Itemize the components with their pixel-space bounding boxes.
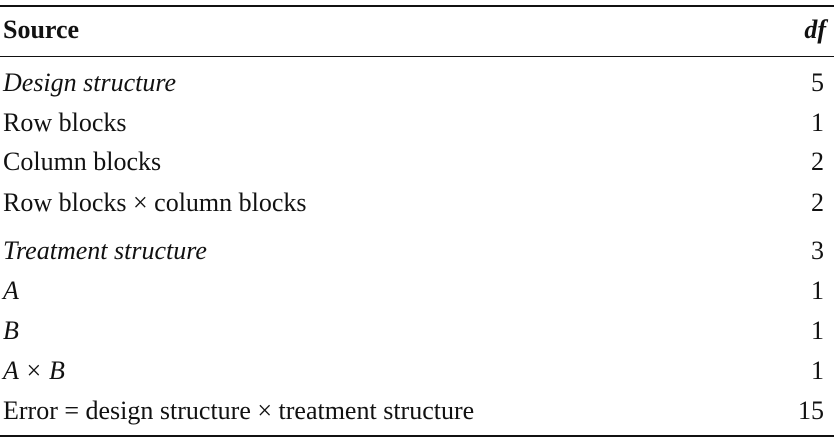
row-source-a: A bbox=[3, 276, 19, 305]
table-row: Row blocks 1 bbox=[0, 105, 834, 141]
table-bottom-rule bbox=[0, 435, 834, 437]
table-row: Row blocks × column blocks 2 bbox=[0, 185, 834, 221]
table-row: A × B 1 bbox=[0, 353, 834, 389]
row-df: 15 bbox=[798, 396, 824, 425]
table-row: A 1 bbox=[0, 273, 834, 309]
row-source-column-blocks: Column blocks bbox=[3, 147, 162, 176]
row-df: 1 bbox=[811, 276, 824, 305]
row-df: 1 bbox=[811, 316, 824, 345]
row-df: 2 bbox=[811, 188, 824, 217]
table-row: Error = design structure × treatment str… bbox=[0, 393, 834, 429]
row-df: 1 bbox=[811, 108, 824, 137]
row-source-error: Error = design structure × treatment str… bbox=[3, 396, 475, 425]
row-df: 1 bbox=[811, 356, 824, 385]
row-source-design-structure: Design structure bbox=[3, 68, 177, 97]
table-top-rule bbox=[0, 5, 834, 7]
table-row: Treatment structure 3 bbox=[0, 233, 834, 269]
row-df: 3 bbox=[811, 236, 824, 265]
table-header-row: Source df bbox=[0, 12, 834, 48]
row-source-treatment-structure: Treatment structure bbox=[3, 236, 207, 265]
row-source-a-by-b: A × B bbox=[3, 356, 65, 385]
table-row: B 1 bbox=[0, 313, 834, 349]
row-source-b: B bbox=[3, 316, 19, 345]
header-df: df bbox=[804, 15, 826, 44]
table-row: Column blocks 2 bbox=[0, 144, 834, 180]
row-df: 5 bbox=[811, 68, 824, 97]
row-df: 2 bbox=[811, 147, 824, 176]
table-row: Design structure 5 bbox=[0, 65, 834, 101]
row-source-row-blocks: Row blocks bbox=[3, 108, 127, 137]
row-source-row-by-column-blocks: Row blocks × column blocks bbox=[3, 188, 307, 217]
header-source: Source bbox=[3, 15, 80, 44]
table-header-rule bbox=[0, 56, 834, 57]
